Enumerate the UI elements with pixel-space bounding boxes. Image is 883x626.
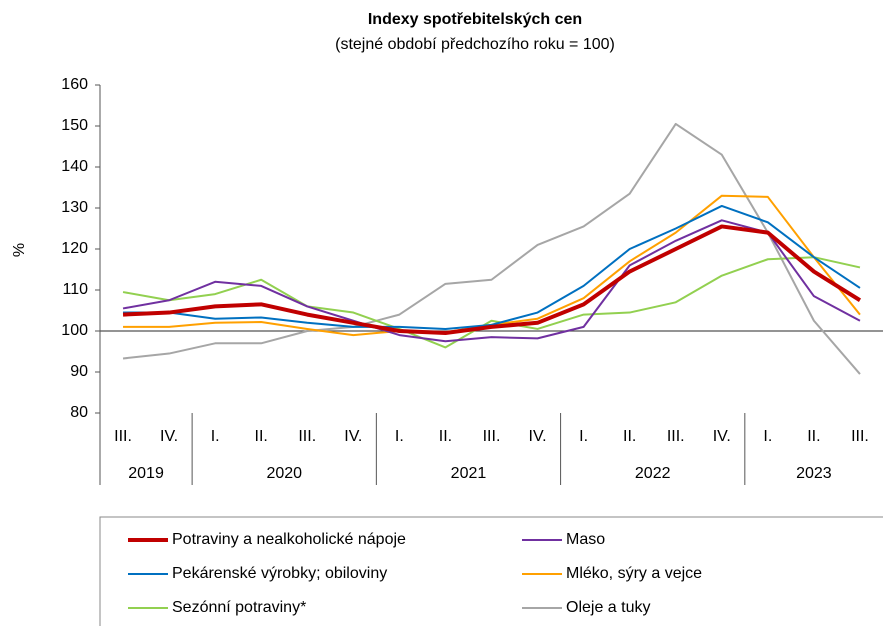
x-tick-label: I.	[395, 428, 404, 445]
x-tick-label: IV.	[713, 428, 731, 445]
x-tick-label: II.	[439, 428, 452, 445]
y-tick-label: 100	[61, 322, 88, 339]
legend-label: Sezónní potraviny*	[172, 599, 306, 616]
y-tick-label: 110	[62, 281, 88, 298]
y-tick-label: 90	[70, 363, 88, 380]
x-tick-label: II.	[623, 428, 636, 445]
legend-label: Mléko, sýry a vejce	[566, 565, 702, 582]
y-tick-label: 80	[70, 404, 88, 421]
x-group-label: 2022	[635, 465, 671, 482]
legend-label: Potraviny a nealkoholické nápoje	[172, 531, 406, 548]
y-tick-label: 160	[61, 76, 88, 93]
y-axis-label: %	[11, 243, 28, 257]
x-tick-label: III.	[667, 428, 685, 445]
x-tick-label: II.	[807, 428, 820, 445]
x-group-label: 2023	[796, 465, 832, 482]
x-tick-label: IV.	[160, 428, 178, 445]
chart-title: Indexy spotřebitelských cen	[368, 11, 582, 28]
series-line	[122, 256, 861, 349]
chart-subtitle: (stejné období předchozího roku = 100)	[335, 36, 615, 53]
x-group-label: 2020	[266, 465, 302, 482]
y-tick-label: 140	[61, 158, 88, 175]
legend-label: Pekárenské výrobky; obiloviny	[172, 565, 387, 582]
x-tick-label: II.	[255, 428, 268, 445]
series-line	[123, 204, 861, 330]
x-group-label: 2019	[128, 465, 164, 482]
x-tick-label: IV.	[529, 428, 547, 445]
y-tick-label: 120	[61, 240, 88, 257]
x-tick-label: III.	[298, 428, 316, 445]
x-tick-label: IV.	[344, 428, 362, 445]
x-tick-label: I.	[763, 428, 772, 445]
series-line	[122, 219, 861, 343]
legend-label: Maso	[566, 531, 605, 548]
series-line	[122, 122, 861, 375]
x-tick-label: III.	[483, 428, 501, 445]
x-tick-label: III.	[851, 428, 869, 445]
x-group-label: 2021	[451, 465, 487, 482]
y-tick-label: 150	[61, 117, 88, 134]
legend-label: Oleje a tuky	[566, 599, 650, 616]
x-tick-label: I.	[579, 428, 588, 445]
series-line	[122, 224, 862, 336]
y-tick-label: 130	[61, 199, 88, 216]
legend-box	[99, 516, 883, 626]
x-tick-label: I.	[211, 428, 220, 445]
x-tick-label: III.	[114, 428, 132, 445]
